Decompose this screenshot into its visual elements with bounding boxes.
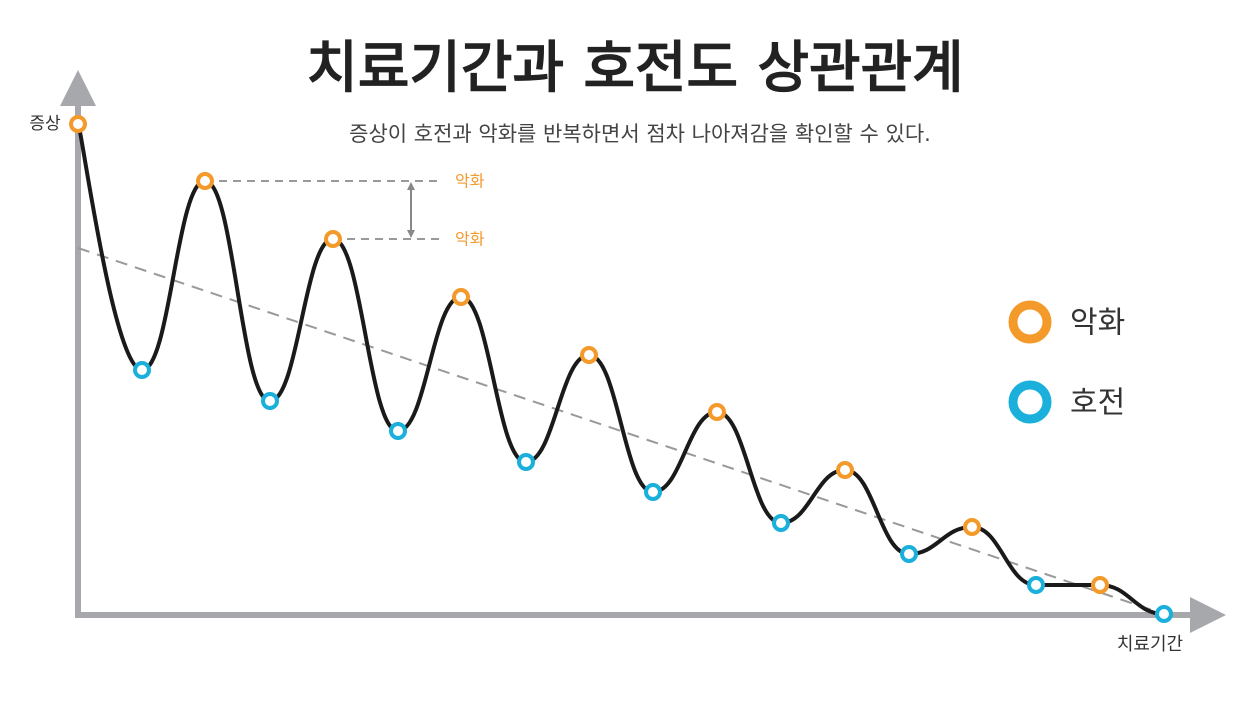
worsening-point bbox=[580, 346, 598, 364]
worsening-point bbox=[324, 230, 342, 248]
title: 치료기간과 호전도 상관관계 bbox=[306, 36, 963, 101]
worsening-point bbox=[452, 288, 470, 306]
improvement-point bbox=[1155, 605, 1173, 623]
annotation: 악화 bbox=[455, 172, 485, 191]
worsening-point bbox=[196, 172, 214, 190]
improvement-point bbox=[644, 483, 662, 501]
annotation: 악화 bbox=[455, 230, 485, 249]
improvement-point bbox=[261, 392, 279, 410]
trend-line bbox=[77, 247, 1165, 615]
legend-label: 악화 bbox=[1070, 306, 1125, 341]
improvement-point bbox=[517, 453, 535, 471]
x-axis-label: 치료기간 bbox=[1117, 634, 1183, 655]
legend-swatch bbox=[1008, 380, 1052, 424]
worsening-point bbox=[708, 403, 726, 421]
symptom-curve bbox=[76, 122, 1165, 616]
improvement-point bbox=[1027, 576, 1045, 594]
improvement-point bbox=[389, 422, 407, 440]
worsening-point bbox=[1091, 576, 1109, 594]
legend-swatch bbox=[1008, 300, 1052, 344]
worsening-point bbox=[963, 518, 981, 536]
legend-label: 호전 bbox=[1070, 386, 1125, 421]
subtitle: 증상이 호전과 악화를 반복하면서 점차 나아져감을 확인할 수 있다. bbox=[349, 122, 931, 146]
y-axis-label: 증상 bbox=[29, 114, 61, 134]
improvement-point bbox=[133, 361, 151, 379]
improvement-point bbox=[900, 545, 918, 563]
worsening-point bbox=[69, 115, 87, 133]
worsening-point bbox=[836, 461, 854, 479]
improvement-point bbox=[772, 514, 790, 532]
